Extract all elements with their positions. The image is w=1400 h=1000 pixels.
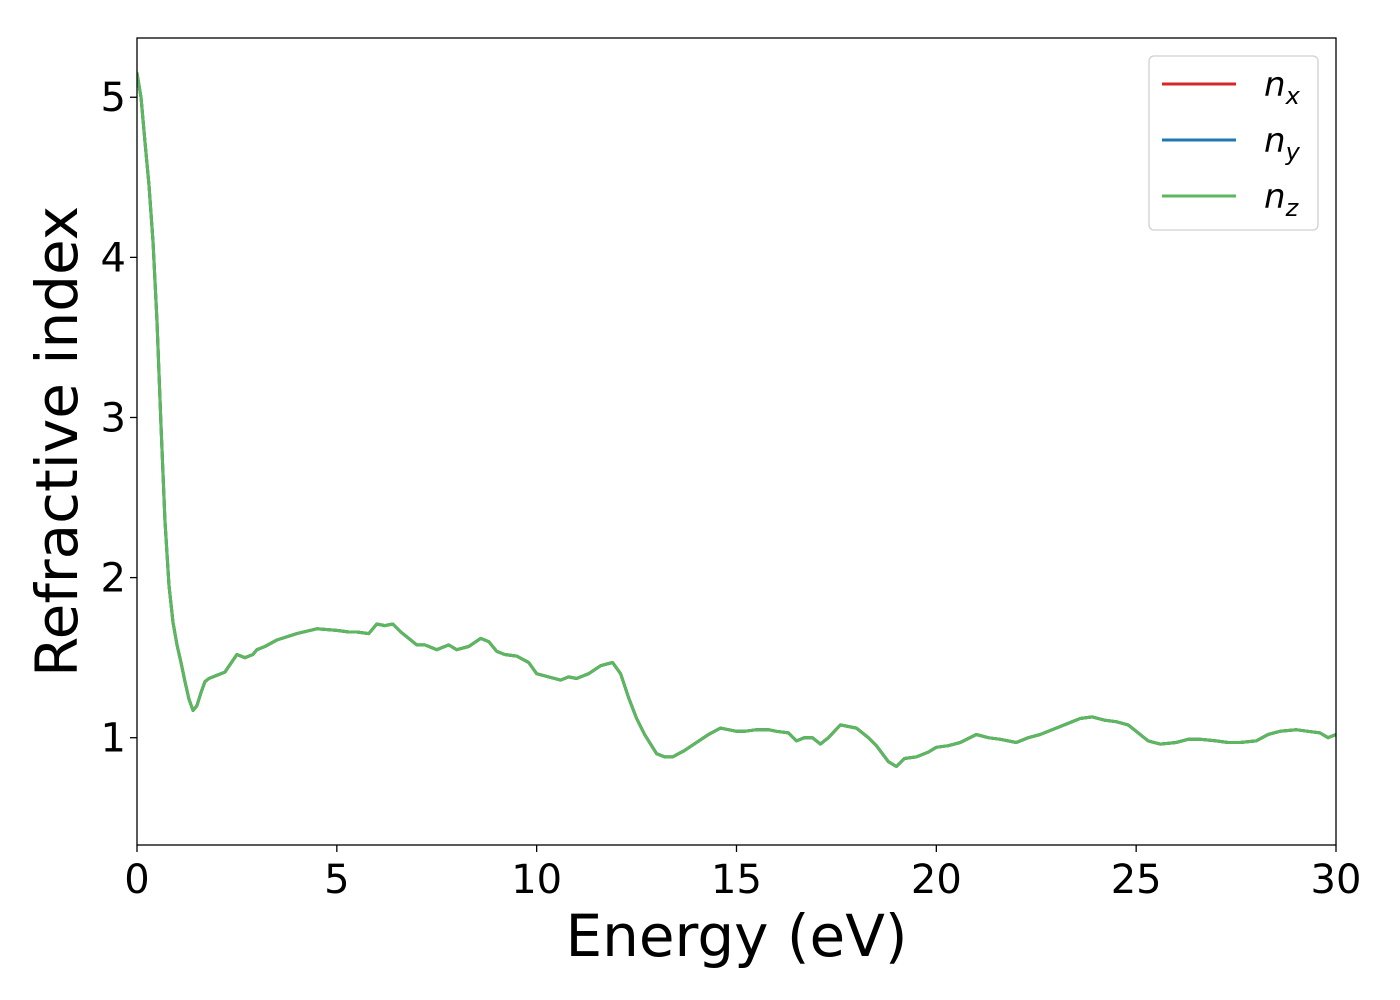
x-tick-label: 20 [911,857,962,903]
series-layer [137,71,1336,768]
y-axis-ticks: 1 2 3 4 5 [101,75,137,762]
y-tick-label: 5 [101,75,126,121]
legend-label-z: nz [1264,177,1300,222]
legend: nx ny nz [1148,55,1319,231]
x-tick-label: 15 [711,857,762,903]
y-tick-label: 4 [101,235,126,281]
y-axis-title: Refractive index [23,206,91,677]
x-axis-title: Energy (eV) [565,902,907,970]
x-tick-label: 0 [124,857,149,903]
y-tick-label: 2 [101,556,126,602]
legend-box [1148,55,1319,231]
legend-label-y: ny [1264,121,1301,166]
series-line-z [137,71,1336,768]
x-tick-label: 25 [1111,857,1162,903]
y-tick-label: 1 [101,716,126,762]
x-tick-label: 10 [511,857,562,903]
x-tick-label: 30 [1311,857,1362,903]
y-tick-label: 3 [101,395,126,441]
legend-label-x: nx [1264,65,1301,110]
x-axis-ticks: 0 5 10 15 20 25 30 [124,845,1361,903]
x-tick-label: 5 [324,857,349,903]
